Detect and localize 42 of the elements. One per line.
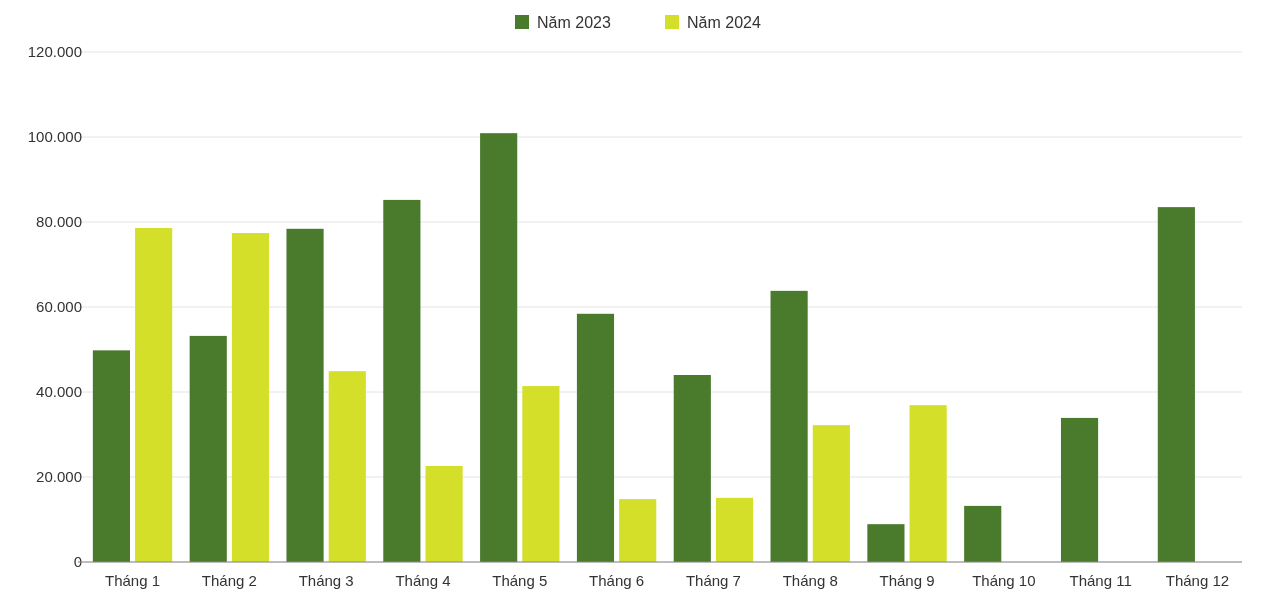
x-tick-label: Tháng 5 [492,572,548,589]
bar [909,405,947,562]
bar [576,313,615,562]
y-tick-label: 20.000 [36,468,82,486]
bar [522,386,560,562]
bar [1060,417,1099,562]
y-tick-label: 100.000 [27,128,82,146]
y-tick-label: 120.000 [27,43,82,61]
bar [1157,207,1195,562]
bar [328,371,366,562]
x-tick-label: Tháng 3 [298,572,354,589]
bar [867,524,905,562]
bar [619,499,657,562]
y-tick-label: 40.000 [36,383,82,401]
bar [286,228,324,562]
x-tick-label: Tháng 8 [782,572,838,589]
y-tick-label: 80.000 [36,213,82,231]
x-tick-label: Tháng 11 [1069,572,1132,589]
x-tick-label: Tháng 10 [972,572,1036,589]
x-tick-label: Tháng 7 [685,572,741,589]
legend-label: Năm 2023 [537,13,611,31]
bar [92,350,130,562]
bar [189,335,227,562]
bar [812,425,850,562]
bar [480,133,518,562]
bar [673,375,711,562]
x-tick-label: Tháng 6 [589,572,645,589]
bar [231,233,270,562]
bar [425,465,463,562]
x-tick-label: Tháng 9 [879,572,935,589]
x-tick-label: Tháng 2 [201,572,257,589]
bar [770,290,808,562]
legend-label: Năm 2024 [687,13,761,31]
y-tick-label: 60.000 [36,298,82,316]
x-tick-label: Tháng 4 [395,572,451,589]
x-tick-label: Tháng 12 [1165,572,1230,589]
bar [383,199,421,562]
bar [964,505,1002,562]
y-tick-label: 0 [73,553,82,571]
bar [135,227,173,562]
bar [715,497,754,562]
x-tick-label: Tháng 1 [105,572,161,589]
